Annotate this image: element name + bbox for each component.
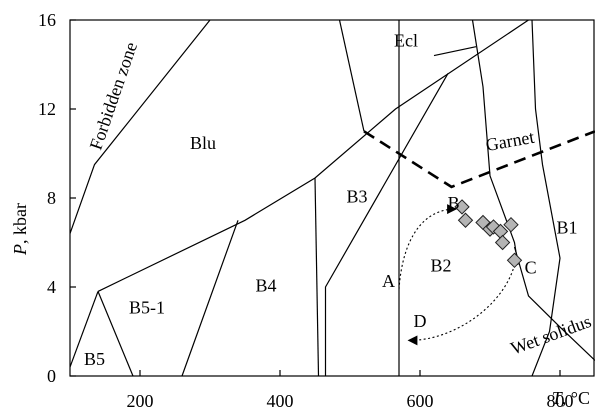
path-label-d: D <box>414 311 427 331</box>
b51-b4 <box>181 220 239 377</box>
ecl-lower <box>433 46 477 57</box>
x-axis-label-var: T <box>552 388 564 408</box>
y-tick-label-4: 4 <box>47 277 56 297</box>
field-label-ecl: Ecl <box>394 31 418 51</box>
y-tick-label-12: 12 <box>38 99 56 119</box>
y-axis-label: P, kbar <box>10 203 30 256</box>
field-label-b5: B5 <box>84 349 105 369</box>
sample-marker-9 <box>506 252 523 269</box>
x-tick-label-600: 600 <box>407 391 434 411</box>
y-axis-label-unit: , kbar <box>10 203 30 244</box>
sample-markers <box>454 199 523 269</box>
path-label-a: A <box>382 271 395 291</box>
x-axis-label: T, °C <box>552 388 590 408</box>
b1-left <box>531 19 561 377</box>
sample-marker-1 <box>454 199 470 215</box>
b4-b3 <box>314 177 320 377</box>
wet-solidus <box>513 246 595 361</box>
sample-marker-8 <box>494 234 511 251</box>
y-axis-label-var: P <box>10 244 30 256</box>
pt-paths <box>398 204 516 346</box>
path-labels: A B C D <box>382 193 537 331</box>
garnet-line <box>363 130 595 189</box>
sample-marker-2 <box>457 212 474 228</box>
sample-marker-7 <box>503 216 519 233</box>
x-axis-label-unit: , °C <box>562 388 590 408</box>
field-label-forbidden-zone: Forbidden zone <box>86 39 142 152</box>
b3-b2 <box>324 73 449 376</box>
path-label-c: C <box>525 258 537 278</box>
blu-lower-boundary <box>97 19 529 292</box>
phase-boundaries <box>69 19 595 377</box>
x-tick-label-400: 400 <box>267 391 294 411</box>
x-tick-label-800: 800 <box>547 391 574 411</box>
x-tick-label-200: 200 <box>127 391 154 411</box>
x-axis-ticks: 200 400 600 800 <box>127 370 574 411</box>
field-label-b1: B1 <box>556 218 577 238</box>
y-tick-label-16: 16 <box>38 10 56 30</box>
forbidden-line <box>69 19 211 234</box>
b5-b51-right <box>97 291 134 377</box>
y-axis-ticks: 0 4 8 12 16 <box>38 10 76 386</box>
y-tick-label-8: 8 <box>47 188 56 208</box>
field-label-blu: Blu <box>190 133 216 153</box>
field-label-b5-1: B5-1 <box>129 298 165 318</box>
field-label-b4: B4 <box>255 275 276 295</box>
y-tick-label-0: 0 <box>47 366 56 386</box>
field-label-garnet: Garnet <box>484 127 536 155</box>
field-label-b2: B2 <box>430 255 451 275</box>
path-label-b: B <box>448 193 460 213</box>
plot-frame <box>69 19 595 377</box>
ecl-left <box>338 19 365 132</box>
field-label-b3: B3 <box>346 186 367 206</box>
b5-b51-left <box>69 291 99 368</box>
path-c-to-d <box>407 264 516 346</box>
path-a-to-b <box>398 204 457 290</box>
